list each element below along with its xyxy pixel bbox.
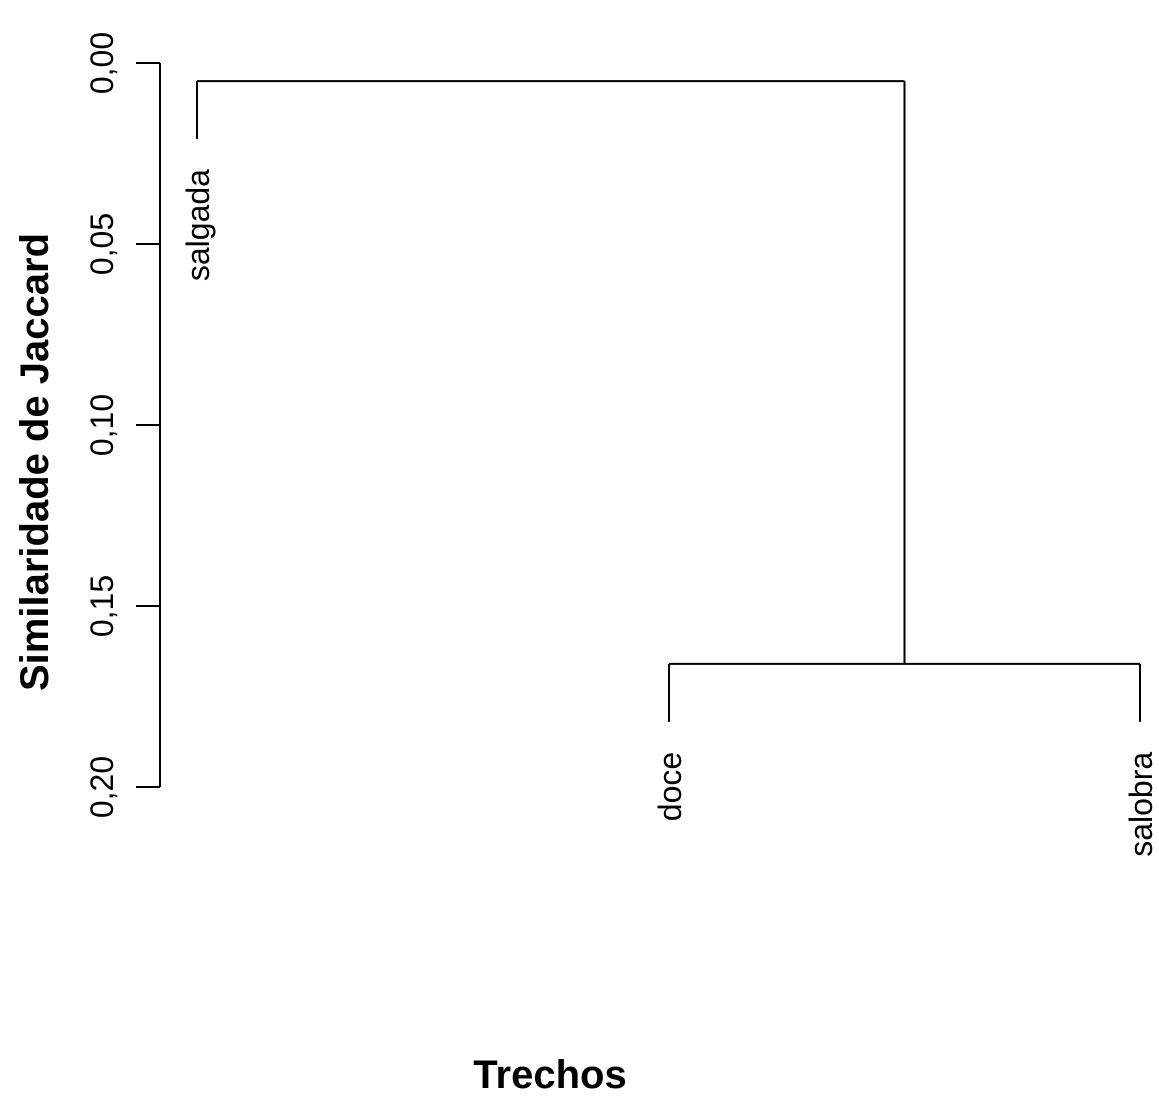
leaf-label-salgada: salgada	[180, 169, 216, 281]
y-tick-label-0: 0,00	[84, 32, 120, 94]
y-tick-label-4: 0,20	[84, 756, 120, 818]
y-tick-label-2: 0,10	[84, 394, 120, 456]
y-tick-label-1: 0,05	[84, 213, 120, 275]
leaf-labels: salgada doce salobra	[180, 169, 1159, 857]
x-axis-title: Trechos	[473, 1053, 626, 1097]
leaf-label-doce: doce	[652, 752, 688, 821]
dendrogram-tree	[196, 80, 1141, 722]
leaf-label-salobra: salobra	[1123, 752, 1159, 857]
y-axis-title: Similaridade de Jaccard	[13, 233, 57, 691]
y-tick-label-3: 0,15	[84, 575, 120, 637]
y-axis: 0,00 0,05 0,10 0,15 0,20	[84, 32, 161, 818]
